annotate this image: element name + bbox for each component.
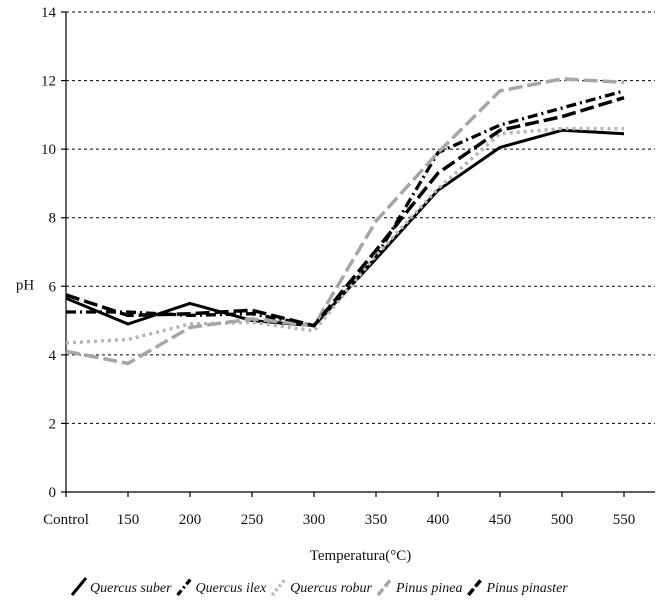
- x-tick-label: 150: [117, 512, 140, 528]
- x-axis-title: Temperatura(°C): [310, 548, 412, 564]
- y-tick-label: 12: [41, 74, 56, 90]
- grid-layer: [66, 11, 655, 424]
- series-line-quercus-robur: [65, 126, 624, 345]
- series-layer: [65, 77, 625, 366]
- legend-label-pinus-pinaster: Pinus pinaster: [485, 581, 568, 596]
- series-line-pinus-pinea: [65, 77, 625, 366]
- x-tick-label: 500: [551, 512, 574, 528]
- y-tick-label: 10: [41, 142, 56, 158]
- legend-label-pinus-pinea: Pinus pinea: [395, 581, 463, 596]
- x-tick-label: 300: [303, 512, 326, 528]
- legend-label-quercus-ilex: Quercus ilex: [196, 581, 267, 596]
- y-tick-label: 6: [49, 279, 57, 295]
- y-tick-label: 2: [49, 416, 57, 432]
- legend-symbol-quercus-robur: [270, 576, 288, 597]
- series-line-pinus-pinaster: [65, 96, 625, 328]
- legend-symbol-pinus-pinaster: [467, 576, 484, 597]
- x-tick-label: 350: [365, 512, 388, 528]
- label-layer: pH Temperatura(°C): [16, 278, 411, 564]
- legend-symbol-quercus-ilex: [176, 576, 193, 597]
- legend: Quercus suber Quercus ilex Quercus robur Pi…: [70, 576, 568, 597]
- x-tick-label: 200: [179, 512, 202, 528]
- series-line-quercus-ilex: [66, 89, 625, 328]
- x-tick-label: 250: [241, 512, 264, 528]
- y-tick-label: 14: [41, 5, 57, 21]
- y-tick-label: 4: [49, 348, 57, 364]
- x-tick-label: 400: [427, 512, 450, 528]
- y-axis-title: pH: [16, 278, 35, 294]
- legend-label-quercus-suber: Quercus suber: [90, 581, 172, 596]
- x-tick-label: 550: [613, 512, 636, 528]
- legend-symbol-pinus-pinea: [376, 576, 394, 597]
- y-tick-label: 0: [49, 485, 57, 501]
- x-tick-label: 450: [489, 512, 512, 528]
- legend-label-quercus-robur: Quercus robur: [290, 581, 372, 596]
- series-line-quercus-suber: [65, 128, 625, 328]
- y-tick-label: 8: [49, 211, 57, 227]
- x-tick-label: Control: [43, 512, 89, 528]
- legend-symbol-quercus-suber: [70, 577, 88, 596]
- axis-layer: 0 2 4 6 8 10 12 14 Control 150 200 250 300 350 400 450 5…: [41, 5, 655, 528]
